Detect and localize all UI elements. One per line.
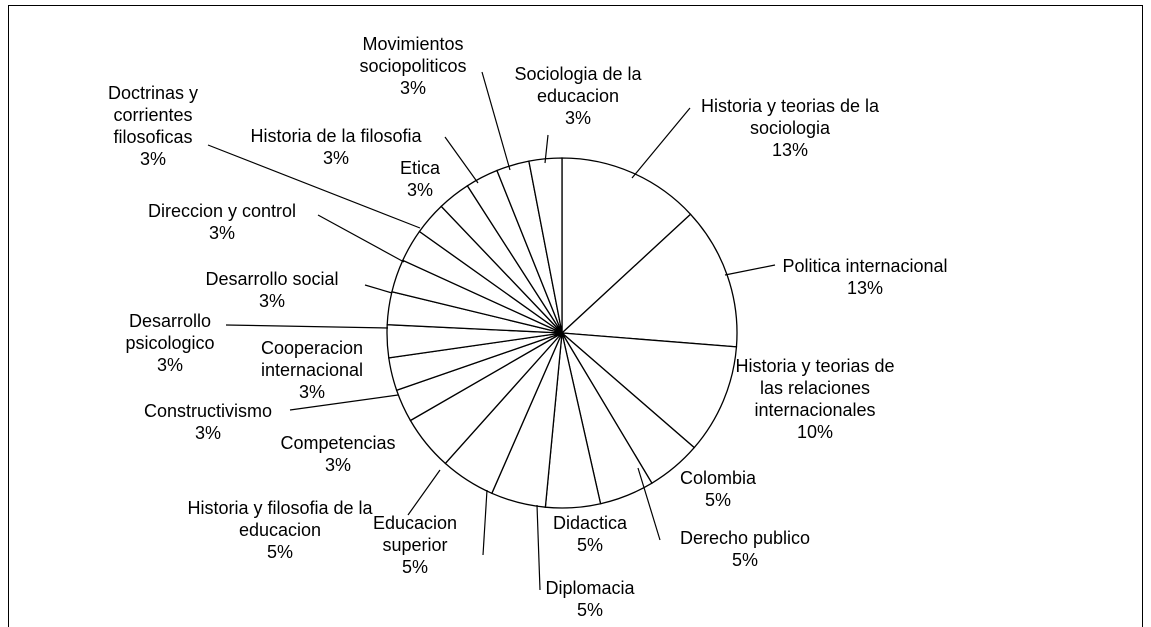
leader-line [407, 469, 441, 516]
slice-value: 3% [564, 108, 591, 128]
slice-value: 13% [846, 278, 884, 298]
leader-line [482, 489, 488, 556]
slice-value: 3% [139, 149, 166, 169]
slice-label: Didactica 5% [540, 512, 640, 556]
slice-value: 5% [401, 557, 428, 577]
slice-name: Derecho publico [679, 528, 811, 548]
slice-label: Competencias 3% [263, 432, 413, 476]
chart-frame [8, 5, 1143, 627]
slice-label: Diplomacia 5% [535, 577, 645, 621]
slice-label: Historia y teorias de las relaciones int… [735, 355, 895, 443]
slice-value: 5% [576, 535, 603, 555]
leader-line [724, 264, 776, 276]
slice-label: Historia de la filosofia 3% [221, 125, 451, 169]
pie-slice [560, 332, 738, 449]
leader-line [289, 394, 399, 411]
leader-line [536, 504, 541, 591]
slice-name: Historia y teorias de la sociologia [700, 96, 880, 138]
pie-slice [561, 157, 692, 335]
slice-name: Sociologia de la educacion [514, 64, 642, 106]
slice-value: 3% [322, 148, 349, 168]
slice-name: Historia y teorias de las relaciones int… [735, 356, 895, 420]
slice-value: 5% [731, 550, 758, 570]
slice-label: Desarrollo social 3% [172, 268, 372, 312]
leader-line [481, 71, 511, 171]
slice-name: Doctrinas y corrientes filosoficas [107, 83, 199, 147]
slice-name: Direccion y control [147, 201, 297, 221]
slice-value: 3% [258, 291, 285, 311]
slice-name: Cooperacion internacional [260, 338, 364, 380]
slice-value: 5% [266, 542, 293, 562]
slice-value: 3% [194, 423, 221, 443]
leader-line [364, 284, 393, 294]
slice-label: Politica internacional 13% [750, 255, 980, 299]
slice-label: Colombia 5% [668, 467, 768, 511]
pie-slice [560, 213, 738, 348]
slice-name: Movimientos sociopoliticos [359, 34, 467, 76]
slice-value: 13% [771, 140, 809, 160]
slice-value: 3% [156, 355, 183, 375]
leader-line [317, 214, 405, 263]
slice-name: Didactica [552, 513, 628, 533]
slice-value: 5% [704, 490, 731, 510]
slice-label: Constructivismo 3% [123, 400, 293, 444]
slice-name: Colombia [679, 468, 757, 488]
slice-label: Movimientos sociopoliticos 3% [348, 33, 478, 99]
slice-value: 3% [324, 455, 351, 475]
leader-line [544, 134, 549, 164]
slice-name: Desarrollo psicologico [125, 311, 215, 353]
slice-name: Historia y filosofia de la educacion [187, 498, 373, 540]
slice-label: Historia y teorias de la sociologia 13% [695, 95, 885, 161]
leader-line [225, 324, 389, 329]
slice-name: Desarrollo social [205, 269, 339, 289]
slice-label: Sociologia de la educacion 3% [508, 63, 648, 129]
leader-line [637, 467, 661, 541]
slice-value: 3% [298, 382, 325, 402]
slice-label: Desarrollo psicologico 3% [115, 310, 225, 376]
slice-value: 3% [399, 78, 426, 98]
slice-value: 10% [796, 422, 834, 442]
slice-name: Historia de la filosofia [250, 126, 422, 146]
slice-name: Politica internacional [782, 256, 948, 276]
leader-line [444, 136, 479, 184]
slice-label: Cooperacion internacional 3% [247, 337, 377, 403]
leader-line [207, 144, 421, 229]
leader-line [631, 107, 691, 179]
slice-label: Derecho publico 5% [655, 527, 835, 571]
slice-label: Direccion y control 3% [122, 200, 322, 244]
slice-value: 5% [576, 600, 603, 620]
slice-label: Etica 3% [380, 157, 460, 201]
slice-value: 3% [406, 180, 433, 200]
slice-name: Etica [399, 158, 441, 178]
slice-label: Historia y filosofia de la educacion 5% [180, 497, 380, 563]
slice-label: Educacion superior 5% [360, 512, 470, 578]
slice-name: Constructivismo [143, 401, 273, 421]
slice-name: Competencias [280, 433, 396, 453]
slice-label: Doctrinas y corrientes filosoficas 3% [96, 82, 211, 170]
slice-name: Diplomacia [545, 578, 635, 598]
slice-value: 3% [208, 223, 235, 243]
slice-name: Educacion superior [372, 513, 458, 555]
